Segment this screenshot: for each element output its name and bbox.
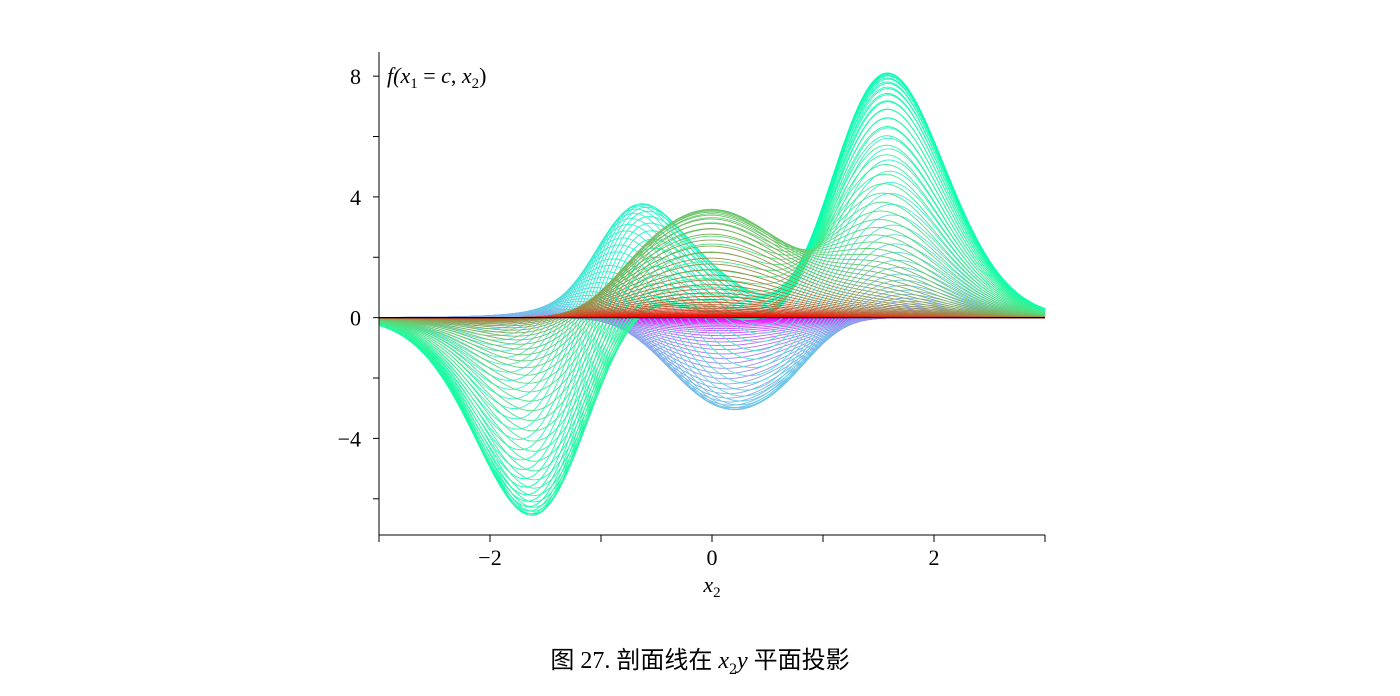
profile-curve: [378, 243, 1046, 391]
y-title-x2-sub: 2: [472, 76, 480, 92]
profile-curve: [378, 239, 1046, 327]
profile-curve: [378, 214, 1046, 341]
caption-prefix: 图 27. 剖面线在: [550, 648, 719, 674]
caption-suffix: 平面投影: [747, 648, 850, 674]
x-axis-title-sub: 2: [713, 585, 721, 601]
profile-curve: [378, 218, 1046, 337]
profile-curve: [378, 234, 1046, 384]
profile-curve: [378, 126, 1046, 497]
y-title-x2: x: [461, 63, 472, 88]
x-axis-ticks: −2 0 2: [378, 535, 1046, 570]
profile-curve: [378, 223, 1046, 334]
profile-curves: [378, 72, 1046, 516]
profile-curve: [378, 144, 1046, 481]
caption-var-x: x: [718, 648, 729, 674]
profile-curve: [378, 203, 1046, 360]
profile-curve: [378, 183, 1046, 442]
profile-curve: [378, 228, 1046, 331]
y-tick-label: 0: [350, 306, 361, 331]
profile-curve: [378, 193, 1046, 358]
profile-curve: [378, 209, 1046, 350]
y-title-comma: ,: [451, 63, 462, 88]
y-title-f: f(: [387, 63, 402, 88]
profile-curve: [378, 213, 1046, 376]
profile-curve: [378, 208, 1046, 356]
y-axis-title: f(x1 = c, x2): [387, 63, 487, 92]
profile-curve: [378, 245, 1046, 325]
profile-curve: [378, 173, 1046, 452]
y-tick-label: −4: [338, 426, 361, 451]
profile-curve: [378, 217, 1046, 384]
y-axis-ticks: −4 0 4 8: [338, 64, 379, 500]
profile-curve: [378, 210, 1046, 412]
x-tick-label: 2: [929, 545, 940, 570]
profile-curve: [378, 222, 1046, 393]
y-title-eq: =: [418, 63, 441, 88]
profile-curve: [378, 201, 1046, 422]
profile-curve: [378, 164, 1046, 462]
x-tick-label: 0: [707, 545, 718, 570]
profile-curve: [378, 170, 1046, 373]
profile-curve: [378, 251, 1046, 324]
x-axis-title: x2: [702, 572, 720, 601]
caption-var-sub: 2: [729, 660, 737, 678]
profile-curve: [378, 214, 1046, 369]
profile-curve: [378, 135, 1046, 489]
profile-curve: [378, 257, 1046, 323]
y-title-c: c: [441, 63, 451, 88]
profile-curve: [379, 293, 1046, 409]
profile-curve: [379, 297, 1046, 406]
profile-curve: [378, 81, 1046, 470]
x-axis-title-var: x: [702, 572, 713, 597]
y-tick-label: 8: [350, 64, 361, 89]
profile-curve: [378, 259, 1046, 402]
y-tick-label: 4: [350, 185, 361, 210]
profile-curve: [378, 117, 1046, 420]
y-title-close: ): [479, 63, 486, 88]
profile-curve: [378, 210, 1046, 369]
profile-curve: [378, 211, 1046, 345]
caption-var-y: y: [737, 648, 748, 674]
figure-caption: 图 27. 剖面线在 x2y 平面投影: [0, 640, 1400, 679]
x-tick-label: −2: [478, 545, 501, 570]
profile-curve: [378, 154, 1046, 472]
profile-curve: [378, 233, 1046, 329]
profile-curve: [378, 263, 1046, 322]
profile-curve: [378, 269, 1046, 321]
y-title-x1: x: [399, 63, 410, 88]
y-title-x1-sub: 1: [410, 76, 418, 92]
